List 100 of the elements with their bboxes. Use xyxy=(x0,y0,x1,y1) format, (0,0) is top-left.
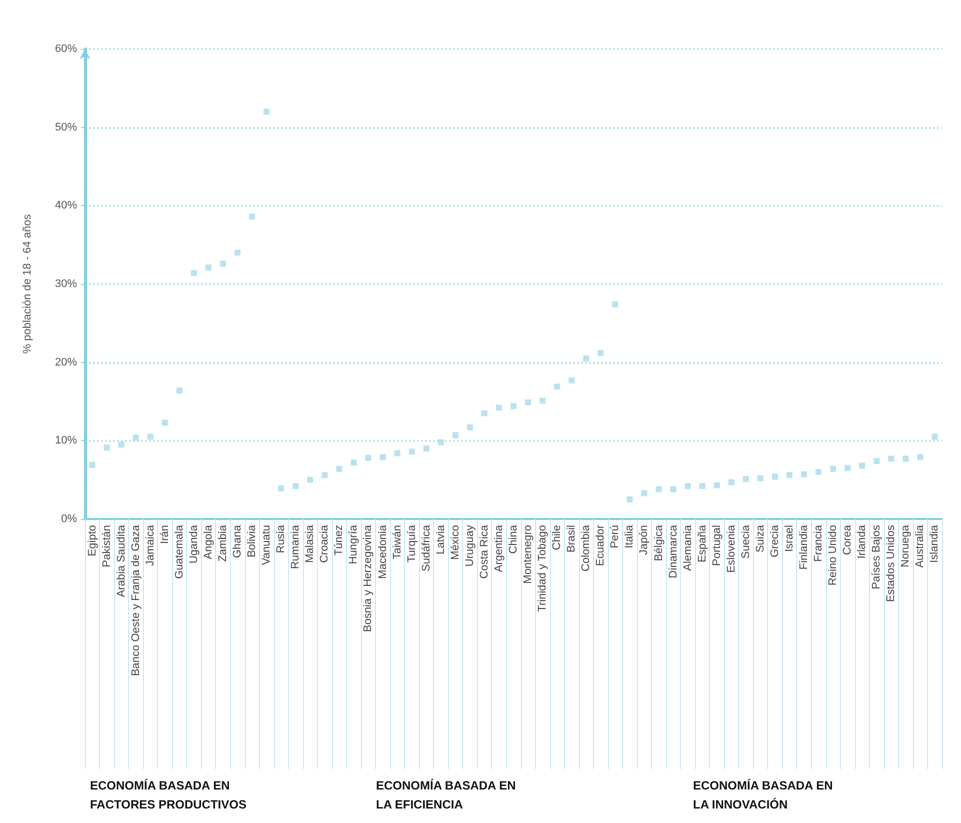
x-tick-label: Japón xyxy=(638,525,650,555)
x-tick-label: Vanuatu xyxy=(260,525,273,566)
x-tick-label: Costa Rica xyxy=(478,524,490,579)
point xyxy=(568,377,575,384)
point xyxy=(684,483,691,490)
x-tick-label: Rumania xyxy=(290,524,302,570)
point xyxy=(423,446,430,452)
x-tick-label: Turquía xyxy=(406,524,418,563)
point xyxy=(786,472,792,478)
point xyxy=(656,486,662,492)
point xyxy=(322,472,328,478)
point xyxy=(307,476,314,483)
x-tick-label: Irán xyxy=(158,525,171,544)
x-tick-label: Ghana xyxy=(232,524,244,558)
point xyxy=(249,214,256,220)
point xyxy=(350,460,357,466)
text: ECONOMÍA BASADA EN LA INNOVACIÓN xyxy=(693,778,833,812)
point xyxy=(278,485,284,492)
point xyxy=(510,403,516,410)
x-tick-label: Suecia xyxy=(740,524,752,559)
point xyxy=(452,432,458,438)
x-tick-label: Suiza xyxy=(754,524,766,553)
y-tick-label: 0% xyxy=(61,513,78,525)
x-tick-label: Eslovenia xyxy=(725,524,738,573)
x-tick-label: Rusia xyxy=(275,524,288,554)
x-tick-label: Croacia xyxy=(318,524,331,563)
x-tick-label: Bélgica xyxy=(652,524,665,562)
point xyxy=(874,458,880,464)
x-tick-label: Países Bajos xyxy=(870,524,883,590)
x-tick-label: Alemania xyxy=(682,524,694,571)
point xyxy=(162,420,168,426)
point xyxy=(496,404,502,411)
point xyxy=(583,355,590,362)
point xyxy=(728,479,734,486)
x-tick-label: Hungría xyxy=(348,524,360,564)
point xyxy=(801,471,808,478)
point xyxy=(859,462,866,469)
point xyxy=(772,474,778,480)
point xyxy=(481,410,488,416)
x-tick-label: Trinidad y Tobago xyxy=(536,525,549,612)
point xyxy=(830,466,836,472)
y-tick-label: 40% xyxy=(54,200,78,212)
y-tick-label: 20% xyxy=(54,356,78,368)
text: ECONOMÍA BASADA EN LA EFICIENCIA xyxy=(376,778,516,812)
point xyxy=(670,486,676,492)
point xyxy=(380,454,386,460)
x-tick-label: Macedonia xyxy=(376,524,389,579)
point xyxy=(89,462,96,468)
point xyxy=(466,424,473,430)
point xyxy=(714,482,720,488)
x-tick-label: Túnez xyxy=(333,525,346,556)
point xyxy=(844,465,851,472)
point xyxy=(104,444,110,451)
x-tick-label: Australia xyxy=(914,524,926,568)
x-tick-label: Pakistán xyxy=(100,525,113,568)
y-tick-label: 30% xyxy=(54,278,78,290)
x-tick-label: Corea xyxy=(842,524,854,555)
y-tick-label: 10% xyxy=(54,434,78,447)
x-tick-label: Irlanda xyxy=(856,524,868,559)
point xyxy=(816,469,822,475)
point xyxy=(742,476,749,482)
x-tick-label: Egipto xyxy=(86,525,98,556)
point xyxy=(612,301,618,308)
x-tick-label: Grecia xyxy=(768,524,781,558)
x-tick-label: Bolivia xyxy=(246,524,258,558)
x-tick-label: Islandia xyxy=(928,524,941,563)
x-tick-label: Zambia xyxy=(216,524,229,562)
point xyxy=(932,434,938,440)
x-tick-label: Ecuador xyxy=(594,524,607,566)
y-tick-label: 60% xyxy=(54,43,78,55)
point xyxy=(438,439,444,446)
point xyxy=(336,466,342,472)
x-tick-label: Francia xyxy=(812,524,825,562)
x-tick-label: Montenegro xyxy=(522,525,534,584)
point xyxy=(234,250,241,256)
x-tick-label: Argentina xyxy=(492,524,505,572)
point xyxy=(598,350,604,356)
point xyxy=(365,454,372,461)
point xyxy=(147,434,154,440)
x-tick-label: Brasil xyxy=(566,525,578,553)
x-tick-label: Guatemala xyxy=(173,524,186,579)
x-tick-label: Dinamarca xyxy=(667,524,680,578)
point xyxy=(757,475,764,482)
point xyxy=(917,454,924,460)
x-tick-label: Finlandia xyxy=(798,524,810,570)
x-tick-label: Reino Unido xyxy=(827,525,840,586)
point xyxy=(205,264,212,271)
x-tick-label: Sudáfrica xyxy=(420,524,432,572)
x-tick-label: Israel xyxy=(783,525,796,552)
x-tick-label: Italia xyxy=(624,524,636,548)
x-tick-label: Uganda xyxy=(188,524,200,564)
x-tick-label: Latvia xyxy=(434,524,447,554)
x-tick-label: Arabia Saudita xyxy=(115,524,128,598)
x-tick-label: Taiwán xyxy=(391,525,404,560)
point xyxy=(540,398,546,404)
point xyxy=(902,456,909,462)
point xyxy=(118,442,124,448)
point xyxy=(264,108,270,115)
x-tick-label: Perú xyxy=(609,525,622,548)
point xyxy=(190,270,197,276)
